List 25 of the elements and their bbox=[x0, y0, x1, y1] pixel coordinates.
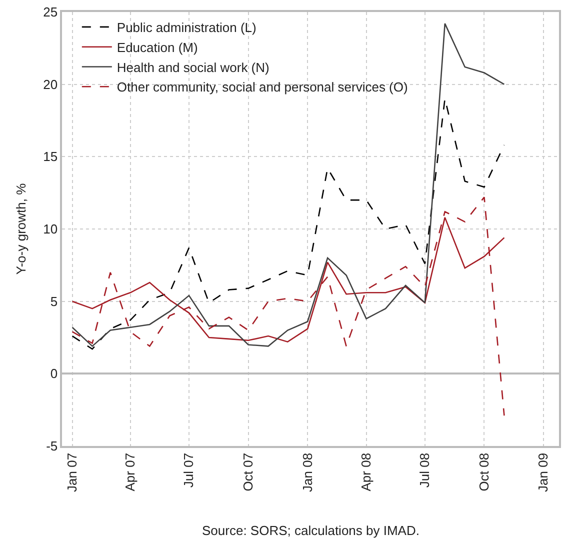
legend-label: Other community, social and personal services (O) bbox=[116, 80, 408, 95]
x-tick-label: Jan 07 bbox=[64, 452, 80, 492]
x-tick-label: Oct 07 bbox=[240, 452, 256, 492]
legend-label: Education (M) bbox=[116, 40, 198, 55]
y-tick-label: 10 bbox=[43, 222, 58, 237]
line-series bbox=[72, 98, 505, 350]
x-tick-label: Jan 08 bbox=[300, 452, 315, 492]
y-tick-label: 20 bbox=[43, 76, 58, 92]
x-tick-label: Apr 07 bbox=[122, 452, 138, 492]
source-note: Source: SORS; calculations by IMAD. bbox=[202, 523, 420, 538]
x-tick-label: Jul 08 bbox=[417, 452, 432, 488]
y-tick-label: 15 bbox=[43, 149, 58, 164]
x-tick-label: Jan 09 bbox=[536, 452, 551, 492]
y-tick-label: 0 bbox=[50, 366, 58, 382]
legend-label: Health and social work (N) bbox=[116, 60, 270, 75]
x-tick-label: Jul 07 bbox=[181, 452, 196, 488]
y-axis-title: Y-o-y growth, % bbox=[14, 182, 28, 275]
x-tick-label: Oct 08 bbox=[476, 452, 492, 492]
line-series bbox=[72, 22, 505, 347]
y-tick-label: -5 bbox=[46, 438, 58, 454]
legend-label: Public administration (L) bbox=[116, 20, 256, 36]
y-tick-label: 25 bbox=[43, 4, 58, 20]
x-tick-label: Apr 08 bbox=[358, 452, 374, 492]
y-tick-label: 5 bbox=[50, 294, 58, 309]
line-series bbox=[72, 196, 505, 416]
